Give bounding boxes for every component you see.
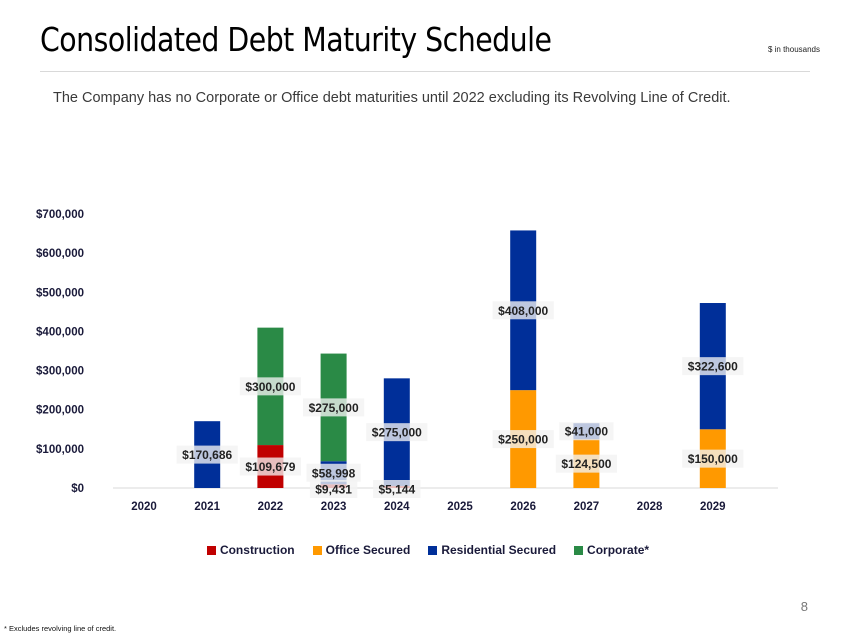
y-tick-label: $600,000 — [36, 248, 84, 260]
data-label-bg — [239, 377, 301, 396]
data-label: $9,431 — [315, 483, 352, 497]
subtitle: The Company has no Corporate or Office d… — [53, 90, 731, 106]
x-tick-label: 2026 — [510, 501, 536, 513]
y-tick-label: $400,000 — [36, 326, 84, 338]
footnote: * Excludes revolving line of credit. — [4, 624, 117, 633]
legend-label: Corporate* — [587, 543, 650, 557]
x-tick-label: 2024 — [384, 501, 410, 513]
x-tick-label: 2027 — [574, 501, 600, 513]
x-tick-label: 2023 — [321, 501, 347, 513]
data-label-bg — [559, 422, 614, 441]
data-label: $300,000 — [245, 380, 295, 394]
data-label-bg — [306, 463, 361, 482]
legend-swatch — [428, 545, 438, 555]
data-label: $250,000 — [498, 433, 548, 447]
data-label-bg — [555, 454, 617, 473]
y-tick-label: $100,000 — [36, 444, 84, 456]
data-label: $58,998 — [312, 466, 356, 480]
title-divider — [40, 71, 810, 72]
y-tick-label: $700,000 — [36, 209, 84, 221]
legend-label: Construction — [219, 543, 295, 557]
x-tick-label: 2021 — [194, 501, 220, 513]
data-label: $275,000 — [372, 426, 422, 440]
y-tick-label: $500,000 — [36, 287, 84, 299]
data-label-bg — [366, 423, 428, 442]
data-label: $5,144 — [378, 483, 415, 497]
data-label: $109,679 — [245, 460, 295, 474]
data-label: $41,000 — [565, 425, 609, 439]
legend-item: Corporate* — [574, 543, 649, 557]
data-label: $322,600 — [688, 360, 738, 374]
data-label-bg — [373, 480, 421, 498]
page-title: Consolidated Debt Maturity Schedule — [40, 20, 552, 59]
debt-maturity-chart: $0 $100,000 $200,000 $300,000 $400,000 $500,0… — [36, 209, 778, 513]
data-label: $275,000 — [309, 401, 359, 415]
chart-legend: Construction Office Secured Residential Se… — [0, 543, 850, 557]
y-tick-label: $0 — [71, 483, 84, 495]
x-tick-label: 2028 — [637, 501, 663, 513]
data-label: $170,686 — [182, 448, 232, 462]
legend-swatch — [312, 545, 322, 555]
data-label-bg — [239, 457, 301, 476]
x-tick-label: 2025 — [447, 501, 473, 513]
data-label-bg — [492, 301, 554, 320]
data-label: $408,000 — [498, 304, 548, 318]
y-tick-label: $300,000 — [36, 366, 84, 378]
x-tick-label: 2020 — [131, 501, 157, 513]
y-tick-label: $200,000 — [36, 405, 84, 417]
legend-swatch — [574, 545, 584, 555]
legend-item: Office Secured — [312, 543, 411, 557]
data-label-bg — [682, 449, 744, 468]
data-label: $124,500 — [561, 457, 611, 471]
data-label-bg — [309, 480, 358, 498]
data-label-bg — [176, 445, 238, 464]
legend-label: Residential Secured — [441, 543, 557, 557]
data-label-bg — [492, 430, 554, 449]
x-tick-label: 2029 — [700, 501, 726, 513]
data-label-bg — [303, 398, 365, 417]
page-number: 8 — [800, 599, 808, 614]
x-tick-label: 2022 — [258, 501, 284, 513]
legend-label: Office Secured — [325, 543, 411, 557]
legend-swatch — [206, 545, 216, 555]
legend-item: Residential Secured — [428, 543, 556, 557]
legend-item: Construction — [206, 543, 295, 557]
data-label: $150,000 — [688, 452, 738, 466]
units-note: $ in thousands — [767, 45, 820, 54]
data-label-bg — [682, 357, 744, 376]
